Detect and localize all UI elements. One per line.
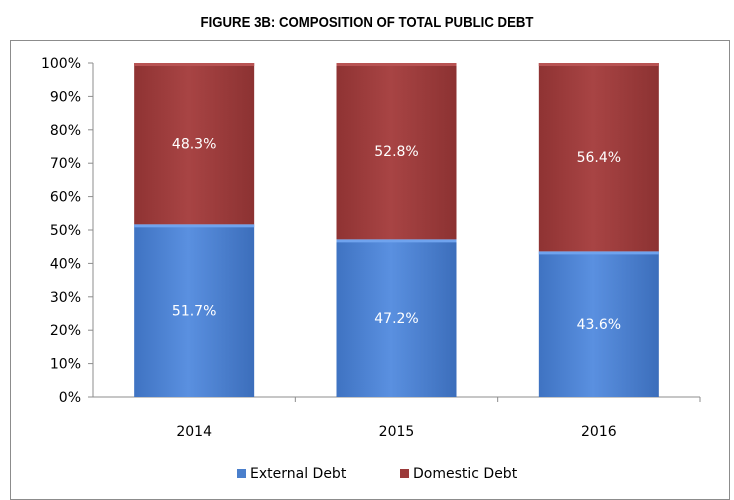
y-tick-label: 90% xyxy=(50,89,81,105)
y-tick-label: 0% xyxy=(59,390,81,406)
legend: External Debt Domestic Debt xyxy=(237,466,518,482)
y-tick-label: 30% xyxy=(50,290,81,306)
bar-top-highlight xyxy=(134,63,255,66)
y-tick-label: 50% xyxy=(50,223,81,239)
bars-group: 51.7% 48.3% 47.2% 52.8% 43.6% 56.4% xyxy=(134,63,659,397)
y-tick-label: 100% xyxy=(41,56,81,72)
legend-swatch xyxy=(400,469,409,478)
bar-top-highlight xyxy=(134,224,255,228)
bar-domestic-debt-2014 xyxy=(134,63,255,225)
x-tick-label: 2014 xyxy=(176,424,212,440)
bar-top-highlight xyxy=(336,63,457,66)
y-tick-label: 10% xyxy=(50,357,81,373)
y-tick-label: 70% xyxy=(50,156,81,172)
y-tick-label: 20% xyxy=(50,323,81,339)
data-label: 43.6% xyxy=(577,317,621,333)
legend-label: External Debt xyxy=(250,466,347,482)
y-tick-label: 80% xyxy=(50,123,81,139)
bar-external-debt-2014 xyxy=(134,224,255,397)
x-tick-label: 2015 xyxy=(379,424,415,440)
y-tick-label: 60% xyxy=(50,190,81,206)
x-tick-label: 2016 xyxy=(581,424,617,440)
chart-title: FIGURE 3B: COMPOSITION OF TOTAL PUBLIC D… xyxy=(200,14,534,31)
y-tick-label: 40% xyxy=(50,256,81,272)
bar-external-debt-2015 xyxy=(336,239,457,397)
bar-domestic-debt-2016 xyxy=(538,63,659,252)
data-label: 51.7% xyxy=(172,304,216,320)
legend-label: Domestic Debt xyxy=(413,466,518,482)
bar-domestic-debt-2015 xyxy=(336,63,457,240)
data-label: 56.4% xyxy=(577,150,621,166)
bar-top-highlight xyxy=(538,63,659,66)
bar-external-debt-2016 xyxy=(538,251,659,397)
data-label: 52.8% xyxy=(374,144,418,160)
bar-top-highlight xyxy=(538,251,659,255)
data-label: 47.2% xyxy=(374,311,418,327)
bar-top-highlight xyxy=(336,239,457,243)
data-label: 48.3% xyxy=(172,137,216,153)
legend-swatch xyxy=(237,469,246,478)
